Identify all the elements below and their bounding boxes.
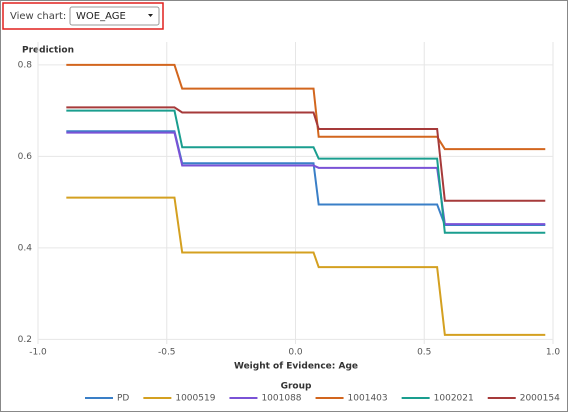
- legend-title: Group: [281, 382, 312, 392]
- y-axis-title: Prediction: [22, 46, 74, 56]
- legend-label: 1001403: [348, 394, 388, 404]
- series-line: [66, 106, 546, 202]
- legend-label: 1000519: [175, 394, 215, 404]
- x-tick-label: -0.5: [158, 348, 176, 358]
- y-tick-label: 0.6: [18, 152, 33, 162]
- series-line: [66, 63, 546, 151]
- dropdown[interactable]: [69, 6, 160, 26]
- x-axis-title: Weight of Evidence: Age: [234, 362, 358, 372]
- highlight-box: [2, 2, 164, 30]
- x-tick-label: 0.0: [288, 348, 303, 358]
- y-tick-label: 0.2: [18, 335, 32, 345]
- x-tick-label: -1.0: [29, 348, 47, 358]
- dropdown-value[interactable]: WOE_AGE: [76, 11, 126, 22]
- legend-label: 1002021: [434, 394, 474, 404]
- legend-label: 1001088: [261, 394, 301, 404]
- series-line: [66, 196, 546, 336]
- dropdown-arrow[interactable]: [148, 14, 153, 17]
- x-tick-label: 0.5: [417, 348, 431, 358]
- legend-label: PD: [117, 394, 129, 404]
- view-chart-label: View chart:: [10, 11, 66, 22]
- legend-label: 2000154: [520, 394, 560, 404]
- y-tick-label: 0.8: [18, 60, 33, 70]
- y-tick-label: 0.4: [18, 243, 33, 253]
- x-tick-label: 1.0: [546, 348, 561, 358]
- series-line: [66, 109, 546, 234]
